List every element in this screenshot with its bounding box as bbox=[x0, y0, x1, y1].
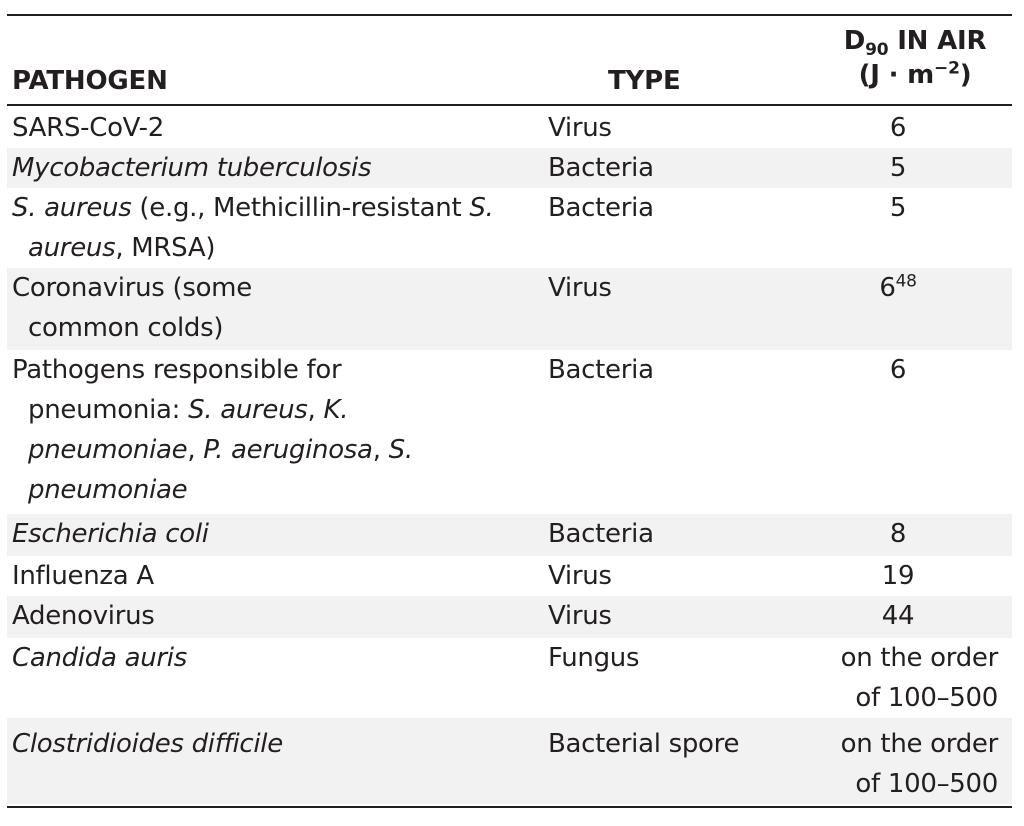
cell-pathogen: Pathogens responsible for pneumonia: S. … bbox=[12, 350, 448, 510]
cell-dose: 44 bbox=[881, 601, 915, 631]
pathogen-name-italic: S. aureus bbox=[12, 193, 132, 223]
cell-dose: on the order of 100–500 bbox=[840, 729, 999, 799]
header-dose-sub: 90 bbox=[865, 40, 889, 61]
header-pathogen: PATHOGEN bbox=[12, 66, 168, 96]
cell-type: Fungus bbox=[548, 643, 640, 673]
table-row: Adenovirus Virus 44 bbox=[7, 596, 1012, 638]
cell-dose: 6 bbox=[889, 355, 907, 385]
header-dose-prefix: D bbox=[843, 26, 866, 56]
table-header-rule bbox=[7, 104, 1012, 106]
pathogen-name-italic: K. pneumoniae bbox=[28, 395, 349, 465]
table-row: Pathogens responsible for pneumonia: S. … bbox=[7, 350, 1012, 514]
cell-dose: 19 bbox=[881, 561, 915, 591]
cell-dose: 648 bbox=[798, 268, 998, 308]
cell-type: Virus bbox=[548, 561, 612, 591]
header-dose-line1: IN AIR bbox=[888, 26, 987, 56]
header-dose-unit-a: (J · m bbox=[858, 60, 935, 90]
table-row: Candida auris Fungus on the order of 100… bbox=[7, 638, 1012, 718]
pathogen-text: , bbox=[372, 435, 389, 465]
pathogen-text: , bbox=[307, 395, 324, 425]
pathogen-text: , MRSA) bbox=[115, 233, 216, 263]
cell-pathogen: Adenovirus bbox=[12, 601, 155, 631]
table-bottom-rule bbox=[7, 806, 1012, 808]
cell-dose: on the order of 100–500 bbox=[840, 643, 999, 713]
pathogen-name-italic: S. pneumoniae bbox=[28, 435, 413, 505]
pathogen-text: Pathogens responsible for pneumonia: bbox=[12, 355, 342, 425]
cell-type: Virus bbox=[548, 273, 612, 303]
pathogen-name-italic: P. aeruginosa bbox=[203, 435, 373, 465]
table-top-rule bbox=[7, 14, 1012, 16]
cell-dose: 5 bbox=[889, 193, 907, 223]
pathogen-text: , bbox=[187, 435, 204, 465]
cell-type: Bacteria bbox=[548, 355, 654, 385]
pathogen-text: (e.g., Methicillin-resistant bbox=[131, 193, 470, 223]
cell-pathogen: Influenza A bbox=[12, 561, 154, 591]
cell-dose: 6 bbox=[889, 113, 907, 143]
cell-pathogen: Coronavirus (some common colds) bbox=[12, 273, 252, 343]
header-dose-unit-sup: −2 bbox=[934, 58, 960, 79]
cell-pathogen: Clostridioides difficile bbox=[12, 729, 283, 759]
cell-pathogen: Mycobacterium tuberculosis bbox=[12, 153, 372, 183]
pathogen-name-italic: S. aureus bbox=[28, 193, 494, 263]
cell-dose: 8 bbox=[889, 519, 907, 549]
dose-value: 6 bbox=[879, 273, 896, 303]
cell-pathogen: S. aureus (e.g., Methicillin-resistant S… bbox=[12, 188, 528, 268]
cell-pathogen: SARS-CoV-2 bbox=[12, 113, 164, 143]
header-dose-unit-b: ) bbox=[959, 60, 972, 90]
dose-reference: 48 bbox=[895, 271, 917, 292]
pathogen-name-italic: S. aureus bbox=[188, 395, 308, 425]
cell-type: Bacteria bbox=[548, 519, 654, 549]
cell-type: Bacteria bbox=[548, 153, 654, 183]
cell-type: Bacteria bbox=[548, 193, 654, 223]
table-row: Clostridioides difficile Bacterial spore… bbox=[7, 718, 1012, 804]
cell-pathogen: Candida auris bbox=[12, 643, 187, 673]
table-row: Influenza A Virus 19 bbox=[7, 556, 1012, 596]
header-dose: D90 IN AIR (J · m−2) bbox=[830, 24, 1000, 92]
cell-type: Virus bbox=[548, 113, 612, 143]
cell-type: Bacterial spore bbox=[548, 729, 740, 759]
table-row: SARS-CoV-2 Virus 6 bbox=[7, 108, 1012, 148]
cell-pathogen: Escherichia coli bbox=[12, 519, 209, 549]
table-row: Escherichia coli Bacteria 8 bbox=[7, 514, 1012, 556]
table-row: Mycobacterium tuberculosis Bacteria 5 bbox=[7, 148, 1012, 188]
header-type: TYPE bbox=[608, 66, 681, 96]
cell-type: Virus bbox=[548, 601, 612, 631]
cell-dose: 5 bbox=[889, 153, 907, 183]
table-row: Coronavirus (some common colds) Virus 64… bbox=[7, 268, 1012, 350]
table-row: S. aureus (e.g., Methicillin-resistant S… bbox=[7, 188, 1012, 268]
